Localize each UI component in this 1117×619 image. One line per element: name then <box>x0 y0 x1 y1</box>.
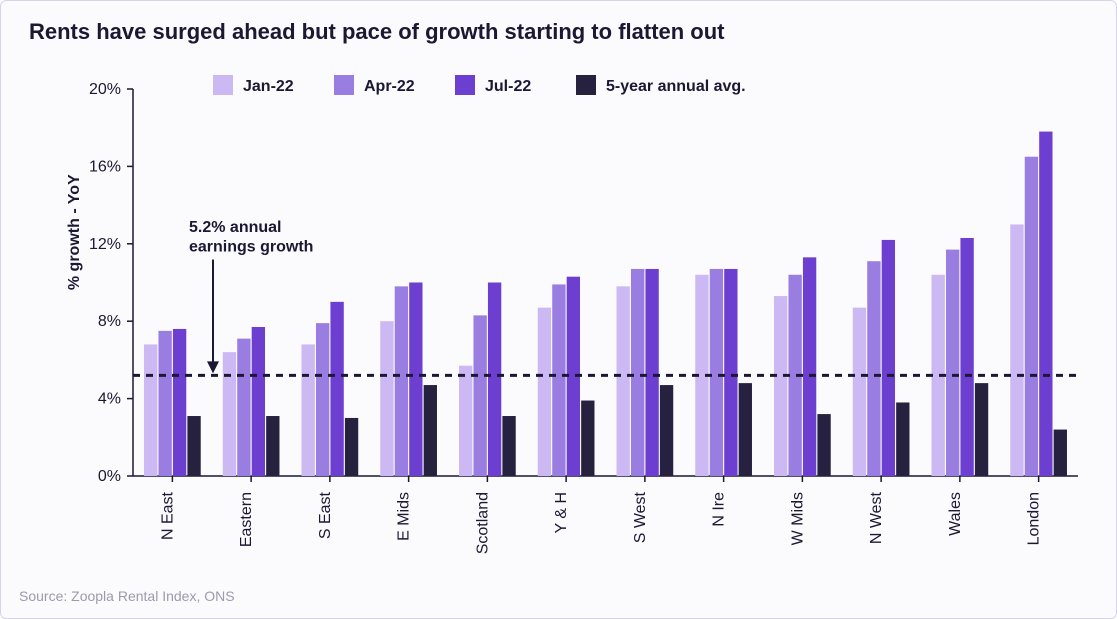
bar-jul22 <box>803 257 816 476</box>
bar-jul22 <box>252 327 265 476</box>
category-label: London <box>1026 492 1043 545</box>
chart-frame: Rents have surged ahead but pace of grow… <box>0 0 1117 619</box>
bar-jan22 <box>459 366 472 476</box>
category-label: W Mids <box>789 492 806 545</box>
y-tick-label: 8% <box>98 313 121 330</box>
bar-jul22 <box>173 329 186 476</box>
bar-apr22 <box>158 331 171 476</box>
bar-apr22 <box>710 269 723 476</box>
bar-avg5y <box>817 414 830 476</box>
bar-jan22 <box>302 344 315 476</box>
bar-jan22 <box>223 352 236 476</box>
category-label: N East <box>159 491 176 540</box>
bar-jul22 <box>409 283 422 477</box>
legend-swatch <box>334 75 354 95</box>
bar-jul22 <box>330 302 343 476</box>
y-tick-label: 16% <box>89 158 121 175</box>
legend-label: Jan-22 <box>243 78 294 95</box>
y-tick-label: 12% <box>89 236 121 253</box>
category-label: S East <box>317 491 334 539</box>
bar-jul22 <box>488 283 501 477</box>
category-label: N West <box>868 491 885 544</box>
bar-jan22 <box>774 296 787 476</box>
bar-apr22 <box>867 261 880 476</box>
bar-jan22 <box>538 308 551 476</box>
bar-avg5y <box>345 418 358 476</box>
bar-jul22 <box>724 269 737 476</box>
bar-jan22 <box>617 286 630 476</box>
bar-jul22 <box>1039 132 1052 476</box>
legend-swatch <box>576 75 596 95</box>
bar-jul22 <box>960 238 973 476</box>
legend-label: Jul-22 <box>485 78 531 95</box>
bar-chart: 0% 4% 8% 12% 16% 20% % growth - YoY N East Easte… <box>61 61 1086 568</box>
bar-apr22 <box>631 269 644 476</box>
bar-jul22 <box>645 269 658 476</box>
bar-apr22 <box>237 339 250 476</box>
legend-swatch <box>455 75 475 95</box>
legend-label: Apr-22 <box>364 78 415 95</box>
bar-jan22 <box>1010 224 1023 476</box>
bar-avg5y <box>660 385 673 476</box>
category-label: S West <box>632 491 649 543</box>
y-axis-title: % growth - YoY <box>66 174 83 290</box>
reference-annotation: earnings growth <box>189 239 313 256</box>
y-tick-label: 4% <box>98 391 121 408</box>
bar-avg5y <box>424 385 437 476</box>
chart-area: 0% 4% 8% 12% 16% 20% % growth - YoY N East Easte… <box>61 61 1086 568</box>
y-tick-label: 0% <box>98 468 121 485</box>
bar-apr22 <box>946 250 959 476</box>
bar-avg5y <box>975 383 988 476</box>
bar-apr22 <box>1025 157 1038 476</box>
category-label: Scotland <box>474 492 491 554</box>
bar-jan22 <box>380 321 393 476</box>
category-label: E Mids <box>396 492 413 541</box>
bar-avg5y <box>1054 430 1067 476</box>
bar-apr22 <box>473 315 486 476</box>
bar-avg5y <box>896 402 909 476</box>
legend-label: 5-year annual avg. <box>606 78 746 95</box>
category-label: Eastern <box>238 492 255 547</box>
category-label: Y & H <box>553 492 570 534</box>
legend-swatch <box>213 75 233 95</box>
annotation-arrowhead <box>207 361 219 373</box>
category-label: N Ire <box>711 492 728 527</box>
bar-jan22 <box>853 308 866 476</box>
bar-jul22 <box>882 240 895 476</box>
bar-apr22 <box>316 323 329 476</box>
bar-jan22 <box>144 344 157 476</box>
category-label: Wales <box>947 492 964 536</box>
bar-avg5y <box>739 383 752 476</box>
chart-title: Rents have surged ahead but pace of grow… <box>29 19 725 45</box>
bar-avg5y <box>502 416 515 476</box>
bar-avg5y <box>266 416 279 476</box>
bar-apr22 <box>552 284 565 476</box>
source-text: Source: Zoopla Rental Index, ONS <box>19 588 235 604</box>
bar-apr22 <box>395 286 408 476</box>
y-tick-label: 20% <box>89 81 121 98</box>
bar-avg5y <box>581 401 594 476</box>
bar-avg5y <box>187 416 200 476</box>
reference-annotation: 5.2% annual <box>189 219 281 236</box>
